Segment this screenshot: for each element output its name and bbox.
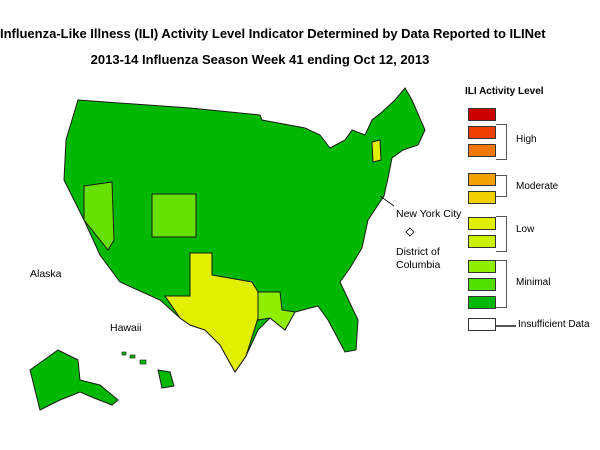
dc-label-line2: Columbia: [396, 259, 441, 271]
legend-bracket-high: [496, 124, 507, 160]
state-alaska: [29, 349, 119, 411]
state-colorado: [151, 193, 197, 238]
legend-swatch-6: [468, 191, 496, 204]
legend-label-moderate: Moderate: [516, 181, 559, 192]
nyc-leader-line: [379, 195, 395, 207]
legend-label-low: Low: [516, 224, 535, 235]
legend-label-insufficient: Insufficient Data: [518, 319, 590, 330]
legend-swatch-5: [468, 217, 496, 230]
state-texas: [164, 252, 259, 373]
legend-label-high: High: [516, 134, 537, 145]
legend-swatch-3: [468, 260, 496, 273]
legend-bracket-low: [496, 216, 507, 252]
legend-swatch-insufficient: [468, 318, 496, 331]
legend: ILI Activity Level High Moderate Low Min…: [450, 86, 600, 346]
legend-swatch-7: [468, 173, 496, 186]
state-hawaii: [121, 351, 175, 389]
state-vermont: [371, 139, 382, 163]
state-louisiana: [257, 291, 296, 331]
map-title: Influenza-Like Illness (ILI) Activity Le…: [0, 26, 546, 41]
legend-swatch-4: [468, 235, 496, 248]
nyc-label: New York City: [396, 208, 462, 220]
legend-bracket-minimal: [496, 260, 507, 308]
legend-title: ILI Activity Level: [465, 86, 544, 97]
legend-swatch-8: [468, 144, 496, 157]
hawaii-label: Hawaii: [110, 322, 142, 334]
map-subtitle: 2013-14 Influenza Season Week 41 ending …: [90, 52, 430, 67]
dc-label-line1: District of: [396, 246, 440, 258]
legend-label-minimal: Minimal: [516, 277, 551, 288]
state-nevada: [83, 181, 115, 251]
legend-swatch-1: [468, 296, 496, 309]
alaska-label: Alaska: [30, 268, 62, 280]
legend-leader-insufficient: [496, 325, 516, 327]
legend-swatch-2: [468, 278, 496, 291]
legend-bracket-moderate: [496, 175, 507, 197]
legend-swatch-9: [468, 126, 496, 139]
dc-marker: [405, 227, 415, 237]
legend-swatch-10: [468, 108, 496, 121]
